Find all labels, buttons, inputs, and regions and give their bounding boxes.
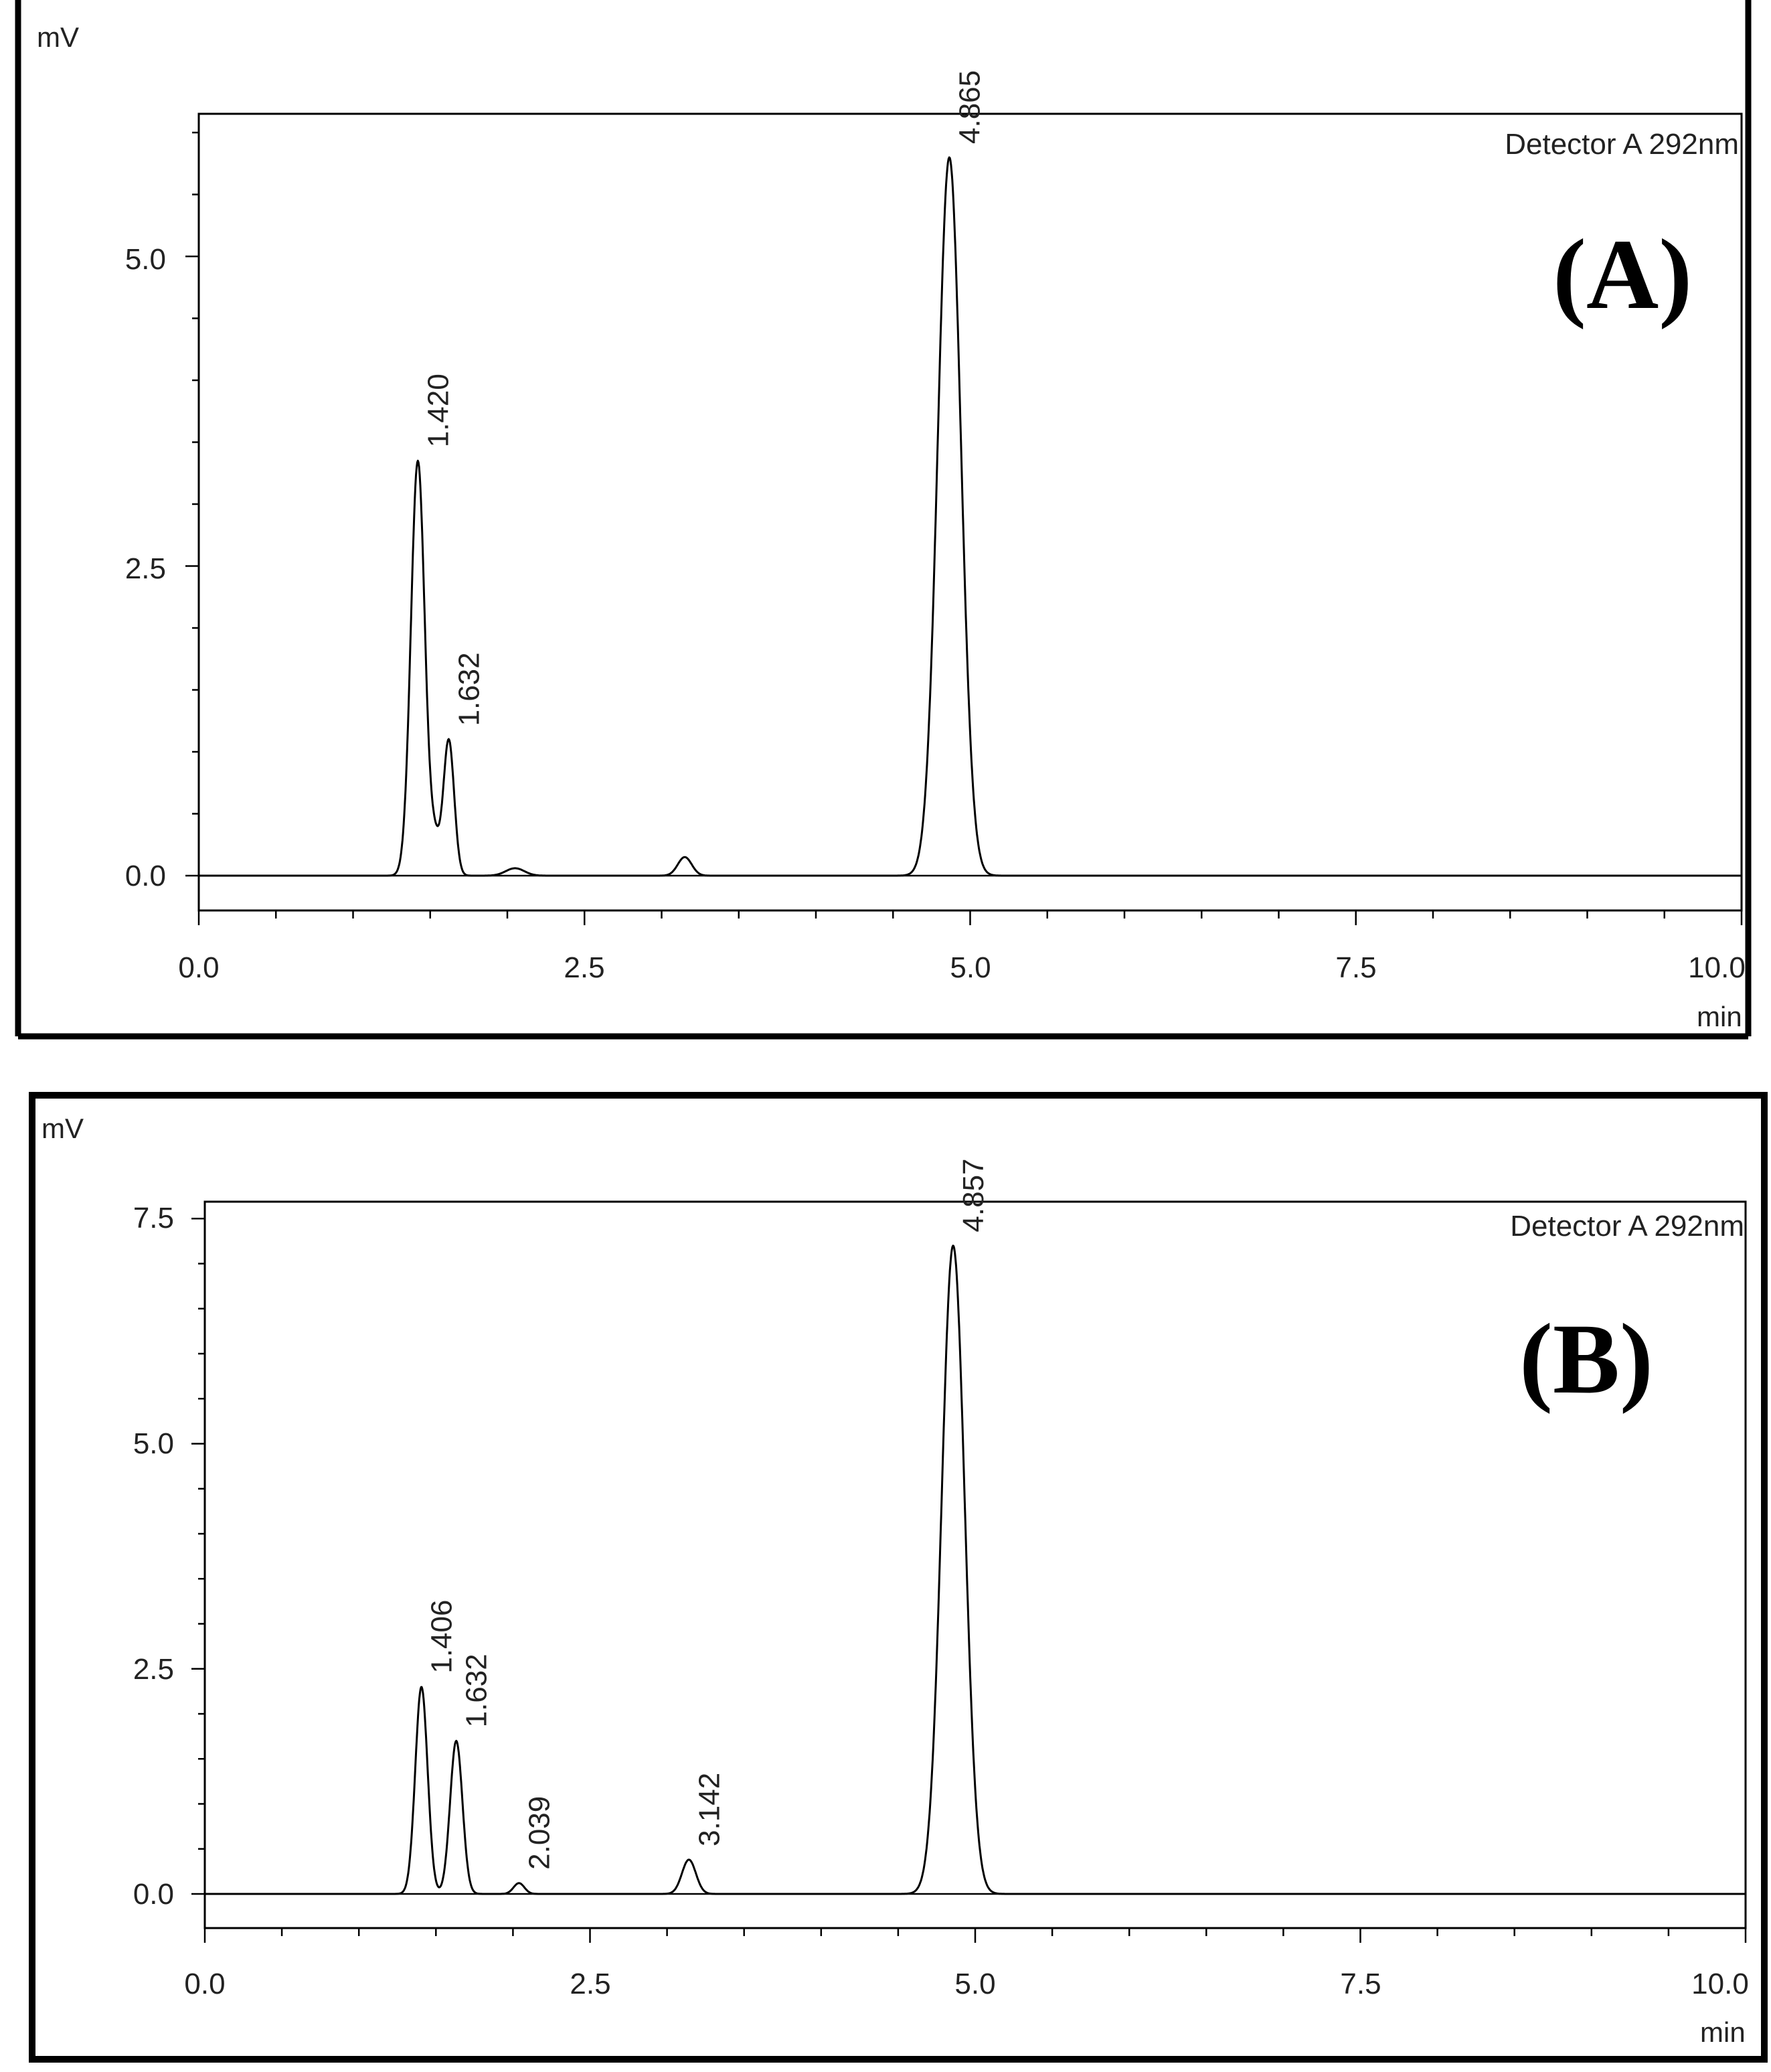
y-tick-label: 7.5: [133, 1202, 174, 1234]
x-axis-unit: min: [1700, 2016, 1746, 2048]
x-tick-label: 0.0: [178, 951, 219, 984]
y-tick-label: 0.0: [125, 860, 166, 892]
peak-label: 2.039: [523, 1796, 556, 1870]
x-tick-label: 10.0: [1691, 1968, 1749, 2000]
x-tick-labels: 0.0 2.5 5.0 7.5 10.0: [184, 1968, 1748, 2000]
peak-label: 1.632: [460, 1654, 493, 1727]
peak-label: 4.857: [957, 1158, 990, 1232]
panel-a-frame: [15, 0, 1752, 1040]
chart-panel-a: mV min Detector A 292nm (A) 0.0 2.5 5.0 …: [37, 21, 1746, 1032]
chart-marks: 1.420 1.632 4.865: [185, 70, 1743, 925]
y-tick-label: 5.0: [133, 1427, 174, 1460]
panel-label: (B): [1519, 1303, 1653, 1415]
legend-detector: Detector A 292nm: [1505, 128, 1739, 161]
peak-label: 1.420: [422, 374, 454, 447]
x-tick-label: 7.5: [1340, 1968, 1381, 2000]
y-axis-unit: mV: [37, 21, 79, 53]
x-axis-unit: min: [1697, 1001, 1742, 1032]
y-tick-label: 2.5: [125, 552, 166, 585]
y-tick-labels: 0.0 2.5 5.0 7.5: [133, 1202, 174, 1911]
chromatogram-trace: [198, 156, 1742, 877]
chart-panel-b: mV min Detector A 292nm (B) 0.0 2.5 5.0 …: [41, 1113, 1749, 2048]
legend-detector: Detector A 292nm: [1510, 1210, 1744, 1243]
y-tick-label: 2.5: [133, 1653, 174, 1686]
peak-label: 1.406: [426, 1600, 458, 1674]
plot-area-border: [203, 1200, 1747, 1929]
x-tick-label: 5.0: [954, 1968, 995, 2000]
chromatogram-trace: [204, 1245, 1746, 1895]
plot-area-border: [197, 112, 1743, 912]
peak-label: 1.632: [452, 652, 485, 726]
y-tick-labels: 0.0 2.5 5.0: [125, 243, 166, 892]
panel-b-frame: [29, 1092, 1768, 2063]
x-tick-label: 5.0: [950, 951, 991, 984]
x-tick-label: 2.5: [564, 951, 604, 984]
x-tick-label: 10.0: [1688, 951, 1746, 984]
panel-label: (A): [1553, 219, 1692, 330]
peak-label: 3.142: [693, 1773, 726, 1846]
y-axis-unit: mV: [41, 1113, 84, 1144]
x-tick-label: 2.5: [570, 1968, 610, 2000]
peak-label: 4.865: [953, 70, 986, 144]
x-tick-labels: 0.0 2.5 5.0 7.5 10.0: [178, 951, 1745, 984]
y-tick-label: 0.0: [133, 1878, 174, 1911]
x-tick-label: 0.0: [184, 1968, 225, 2000]
x-tick-label: 7.5: [1335, 951, 1376, 984]
y-tick-label: 5.0: [125, 243, 166, 276]
